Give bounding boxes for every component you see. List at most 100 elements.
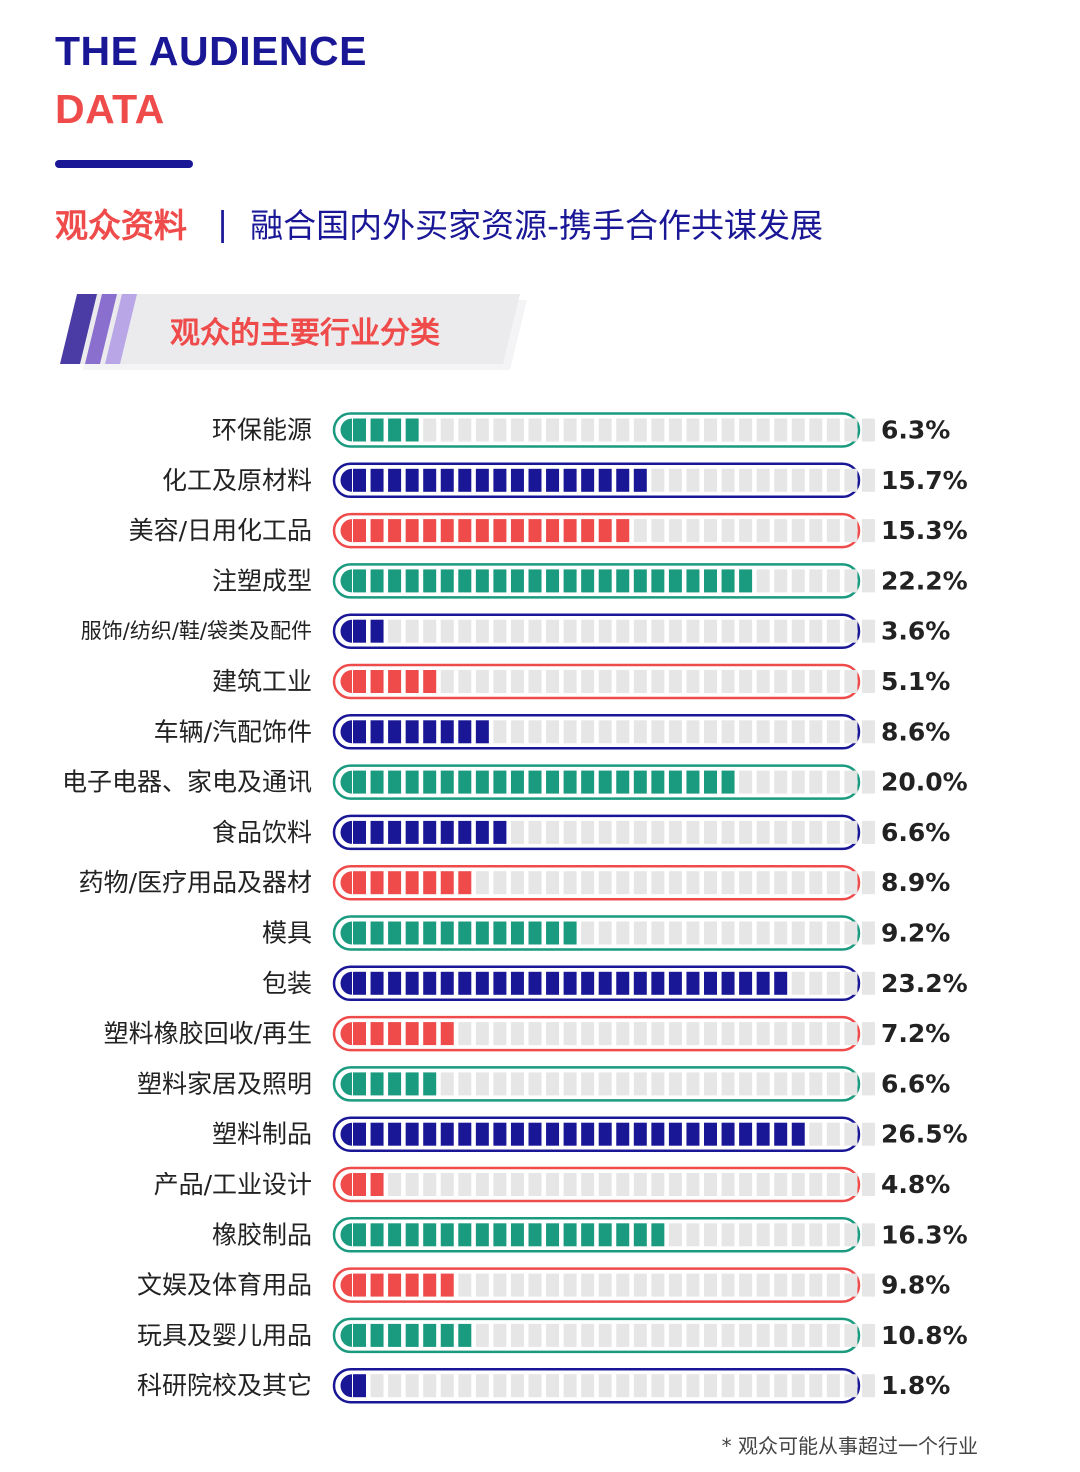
bar-segment-filled	[651, 569, 665, 593]
bar-segment-filled	[388, 1022, 402, 1046]
bar-segment-filled	[405, 1323, 419, 1347]
bar-segment-empty	[475, 871, 489, 895]
bar-segment-filled	[581, 971, 595, 995]
bar-segment-empty	[774, 1374, 788, 1398]
bar-segment-empty	[739, 468, 753, 492]
bar-segment-empty	[739, 1223, 753, 1247]
bar-segment-empty	[844, 619, 858, 643]
bar-row: 食品饮料 6.6%	[212, 814, 950, 851]
bar-segment-filled	[493, 569, 507, 593]
bar-segment-filled	[510, 468, 524, 492]
bar-segment-filled	[423, 1072, 437, 1096]
bar-segment-empty	[510, 670, 524, 693]
bar-segment-empty	[844, 720, 858, 744]
bar-segment-filled	[370, 921, 384, 945]
bar-segment-empty	[633, 619, 647, 643]
bar-segment-empty	[826, 670, 840, 693]
bar-segment-empty	[791, 921, 805, 945]
bar-segment-filled	[546, 770, 560, 794]
value-label: 23.2%	[881, 969, 968, 998]
bar-segment-filled	[440, 519, 454, 543]
bar-segment-empty	[598, 619, 612, 643]
bar-segment-empty	[861, 921, 875, 945]
value-label: 10.8%	[881, 1321, 968, 1350]
bar-segment-empty	[458, 418, 472, 442]
bar-segment-empty	[704, 1323, 717, 1347]
bar-segment-empty	[598, 1072, 612, 1096]
bar-segment-filled	[405, 468, 419, 492]
bar-segment-empty	[493, 1374, 507, 1398]
bar-segment-filled	[353, 1173, 366, 1196]
bar-segment-filled	[388, 971, 402, 995]
bar-segment-empty	[686, 418, 700, 442]
bar-segment-filled	[721, 971, 735, 995]
bar-segment-filled	[440, 871, 454, 895]
bar-segment-filled	[440, 921, 454, 945]
bar-segment-empty	[581, 1072, 595, 1096]
bar-segment-empty	[861, 619, 875, 643]
bar-segment-filled	[458, 820, 472, 844]
bar-segment-filled	[528, 1122, 542, 1146]
bar-cap	[340, 720, 352, 744]
bar-segment-empty	[493, 418, 507, 442]
bar-segment-filled	[598, 519, 612, 543]
bar-segment-empty	[756, 1072, 770, 1096]
bar-segment-empty	[704, 1223, 717, 1247]
bar-segment-filled	[405, 720, 419, 744]
bar-segment-empty	[563, 871, 577, 895]
bar-segment-empty	[686, 519, 700, 543]
bar-segment-filled	[353, 720, 366, 744]
bar-segment-filled	[353, 1122, 366, 1146]
bar-segment-empty	[475, 1323, 489, 1347]
bar-segment-empty	[756, 418, 770, 442]
bar-segment-empty	[809, 1022, 823, 1046]
bar-segment-empty	[510, 1022, 524, 1046]
bar-segment-empty	[598, 1323, 612, 1347]
bar-segment-empty	[826, 1223, 840, 1247]
bar-segment-empty	[616, 1273, 630, 1297]
value-label: 16.3%	[881, 1220, 968, 1249]
bar-segment-empty	[651, 820, 665, 844]
category-label: 科研院校及其它	[137, 1371, 312, 1400]
value-label: 26.5%	[881, 1120, 968, 1149]
bar-segment-filled	[370, 820, 384, 844]
bar-segment-empty	[774, 1223, 788, 1247]
bar-segment-empty	[668, 1072, 682, 1096]
bar-segment-empty	[844, 871, 858, 895]
bar-segment-filled	[458, 770, 472, 794]
bar-segment-empty	[739, 921, 753, 945]
bar-segment-empty	[809, 1072, 823, 1096]
bar-segment-empty	[598, 720, 612, 744]
bar-segment-empty	[563, 1374, 577, 1398]
bar-segment-filled	[458, 1323, 472, 1347]
bar-segment-empty	[826, 519, 840, 543]
bar-segment-filled	[370, 670, 384, 693]
bar-row: 化工及原材料 15.7%	[162, 462, 968, 499]
bar-segment-empty	[791, 1173, 805, 1196]
bar-segment-filled	[370, 720, 384, 744]
bar-segment-filled	[774, 1122, 788, 1146]
bar-segment-filled	[405, 1273, 419, 1297]
bar-segment-empty	[668, 1323, 682, 1347]
bar-segment-filled	[458, 921, 472, 945]
bar-segment-filled	[388, 418, 402, 442]
bar-segment-empty	[791, 519, 805, 543]
bar-segment-empty	[721, 1072, 735, 1096]
bar-segment-empty	[809, 720, 823, 744]
bar-segment-filled	[388, 1223, 402, 1247]
bar-segment-filled	[370, 468, 384, 492]
bar-segment-filled	[581, 1122, 595, 1146]
bar-segment-empty	[861, 1273, 875, 1297]
bar-segment-empty	[861, 770, 875, 794]
bar-segment-empty	[440, 418, 454, 442]
bar-segment-empty	[791, 1022, 805, 1046]
bar-segment-filled	[475, 720, 489, 744]
bar-segment-empty	[861, 1223, 875, 1247]
bar-segment-filled	[370, 871, 384, 895]
bar-segment-empty	[774, 468, 788, 492]
bar-segment-filled	[475, 971, 489, 995]
bar-segment-empty	[809, 418, 823, 442]
value-label: 8.9%	[881, 868, 950, 897]
bar-segment-filled	[774, 971, 788, 995]
